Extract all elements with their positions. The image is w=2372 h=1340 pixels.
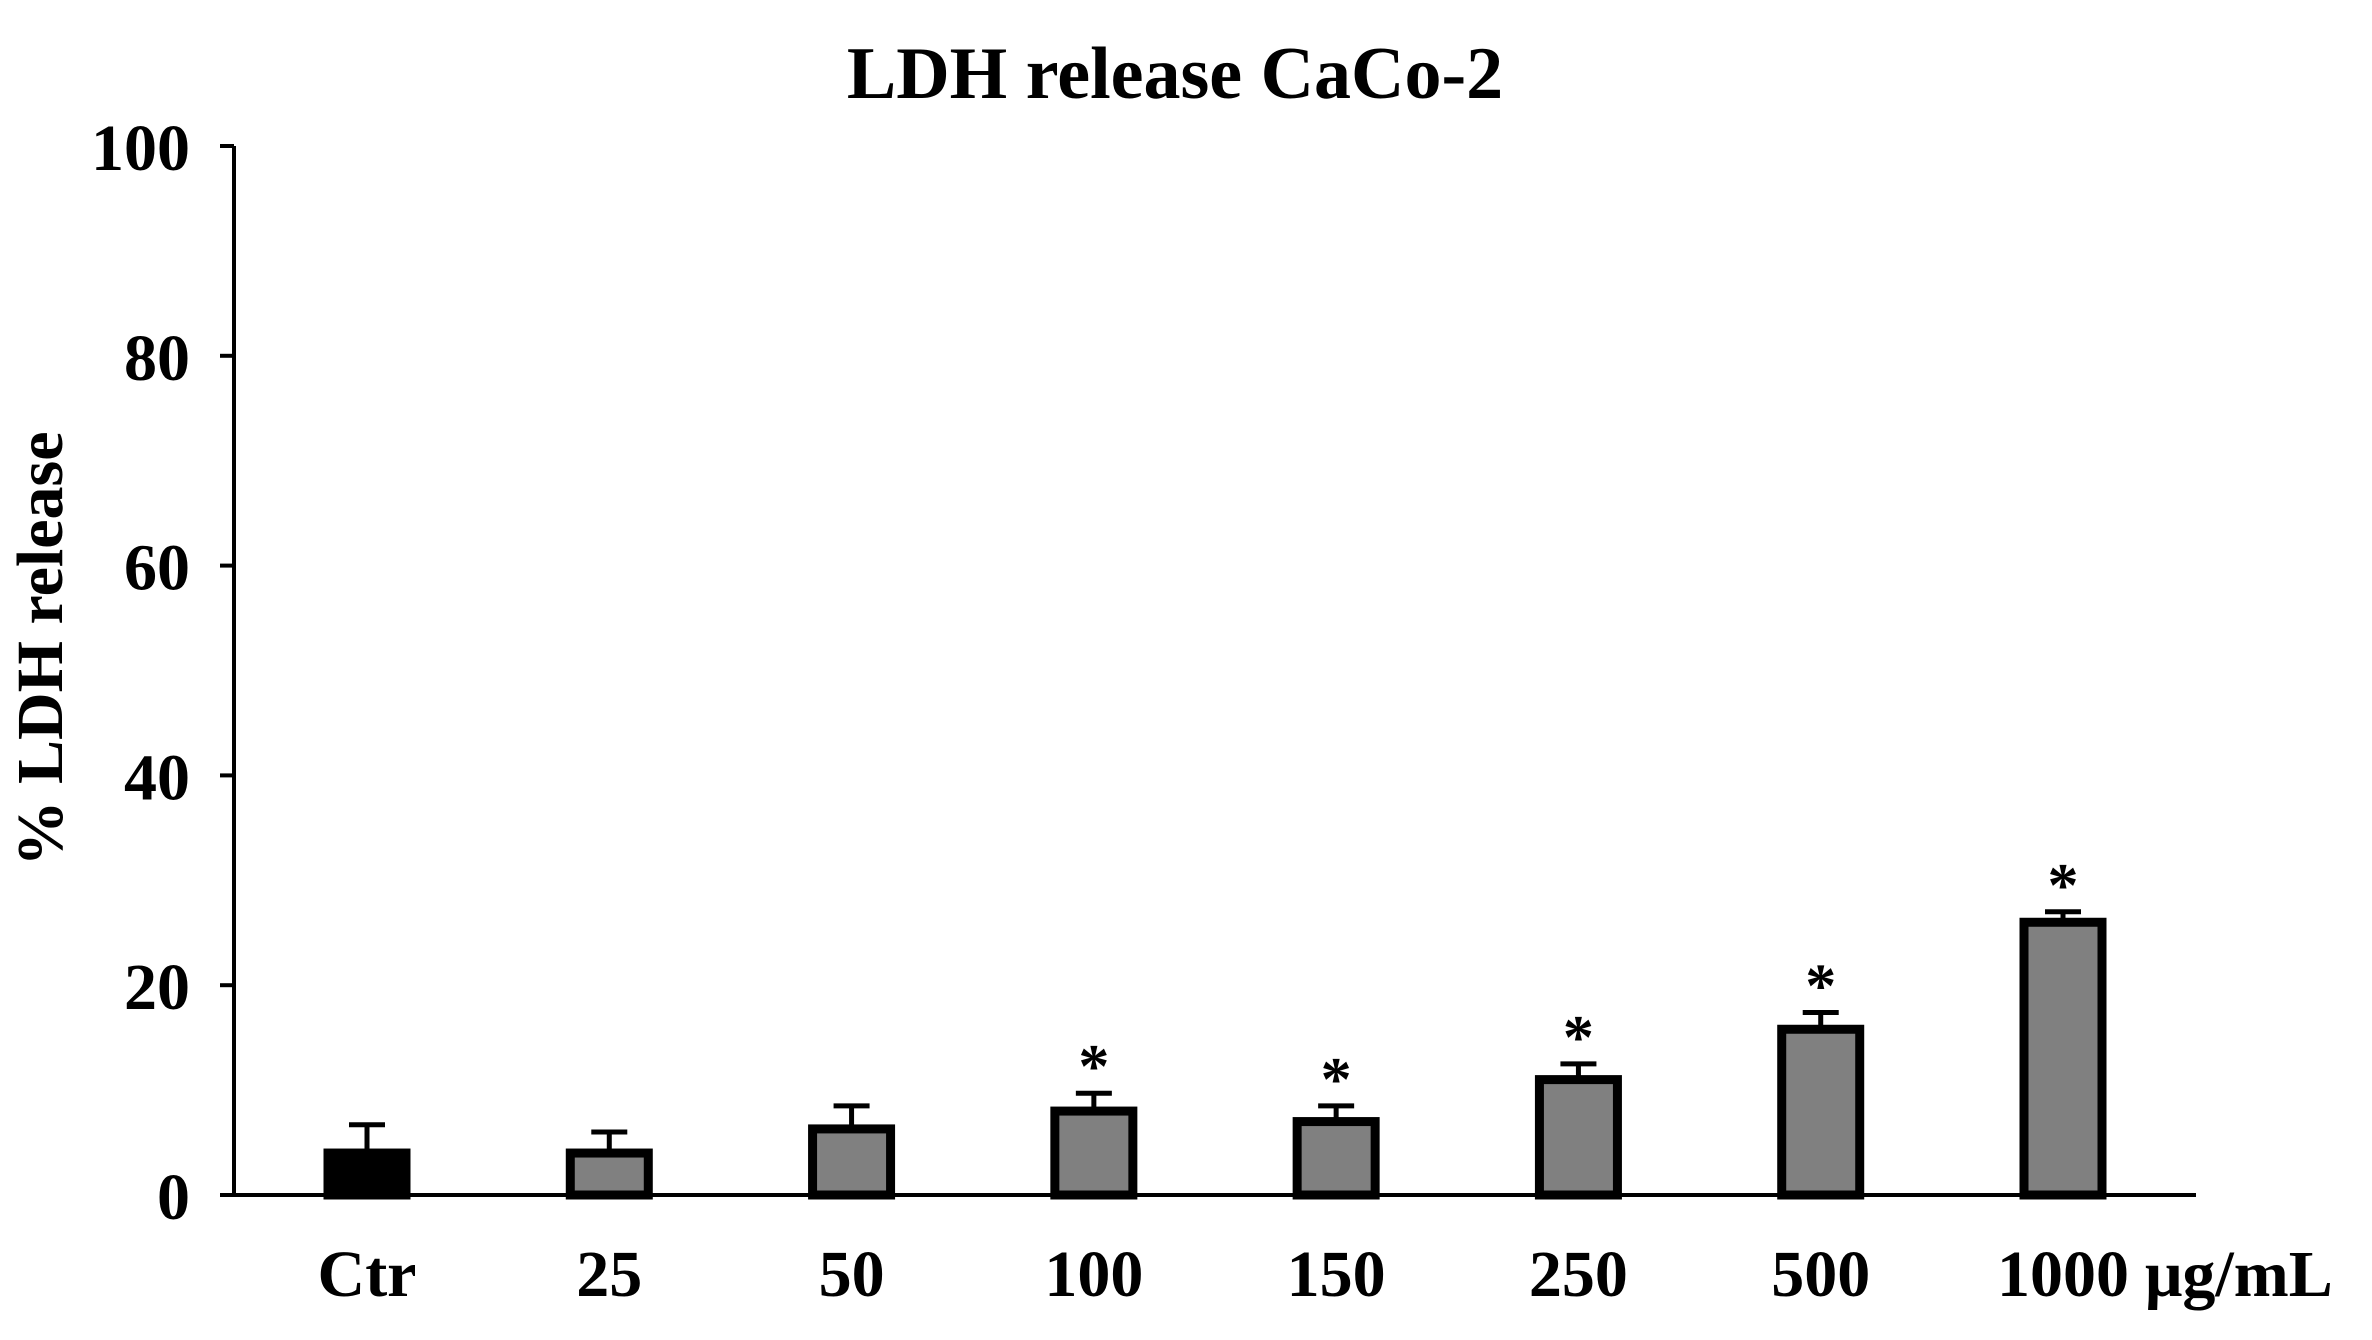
y-tick-label: 40 (124, 741, 190, 814)
bar (1777, 1024, 1865, 1200)
x-tick-label: 1000 (1997, 1238, 2129, 1311)
x-tick-label: 150 (1287, 1238, 1386, 1311)
y-tick-label: 80 (124, 322, 190, 395)
bar (1050, 1106, 1138, 1200)
bar (2019, 917, 2107, 1200)
y-tick-label: 0 (157, 1161, 190, 1234)
significance-marker: * (2048, 852, 2079, 920)
x-tick-label: 100 (1044, 1238, 1143, 1311)
x-tick-label: 250 (1529, 1238, 1628, 1311)
tick-labels: 0 20 40 60 80 100 Ctr 25 50 * 100 * 150 * 250 * 500 * 1000… (91, 112, 2333, 1311)
bar (808, 1124, 896, 1200)
significance-marker: * (1078, 1033, 1109, 1101)
axes (220, 144, 2196, 1197)
bar (1534, 1075, 1622, 1200)
chart-title: LDH release CaCo-2 (847, 33, 1503, 115)
x-tick-label: 25 (576, 1238, 642, 1311)
x-tick-label: 500 (1771, 1238, 1870, 1311)
x-unit-label: μg/mL (2145, 1238, 2333, 1311)
bar (1292, 1117, 1380, 1200)
y-tick-label: 60 (124, 532, 190, 605)
bar (323, 1148, 411, 1200)
x-tick-label: Ctr (318, 1238, 417, 1311)
y-tick-label: 20 (124, 951, 190, 1024)
bars (323, 909, 2107, 1200)
x-tick-label: 50 (819, 1238, 885, 1311)
y-axis-label: % LDH release (4, 431, 77, 866)
bar (565, 1148, 653, 1200)
significance-marker: * (1321, 1046, 1352, 1114)
significance-marker: * (1563, 1004, 1594, 1072)
significance-marker: * (1805, 952, 1836, 1020)
y-tick-label: 100 (91, 112, 190, 185)
